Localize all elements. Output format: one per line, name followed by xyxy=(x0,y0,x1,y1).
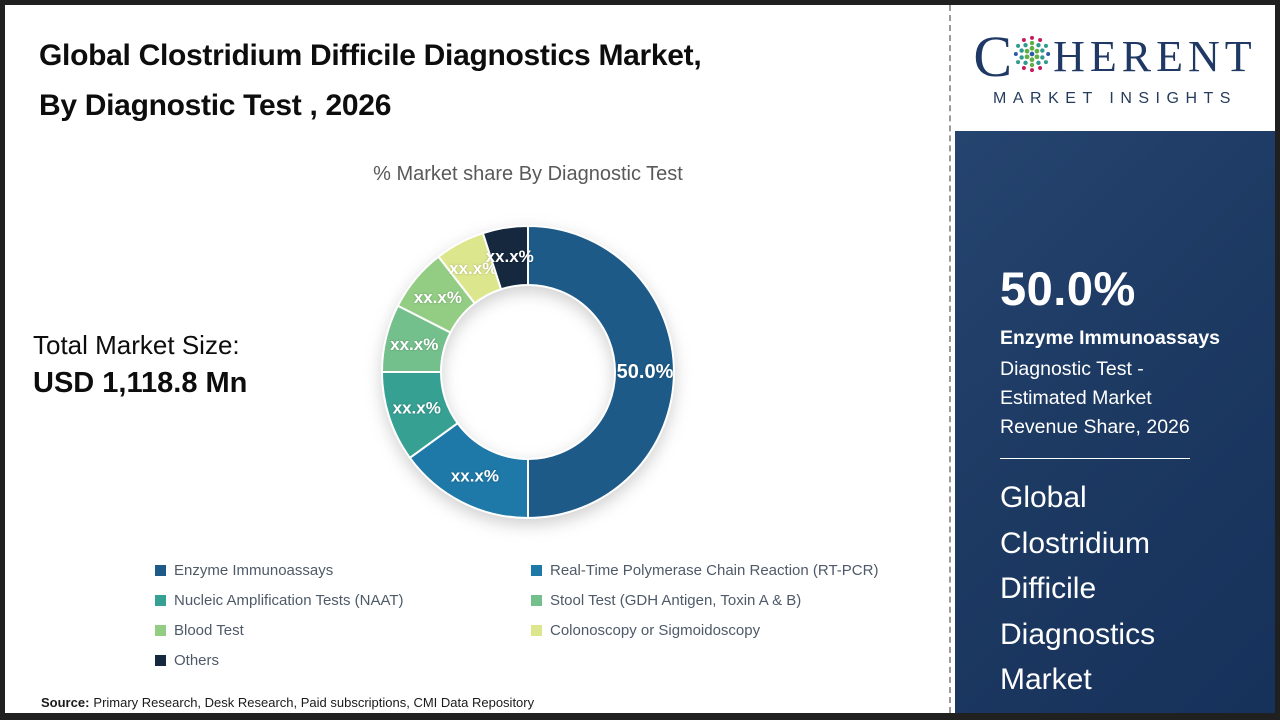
total-market-size-value: USD 1,118.8 Mn xyxy=(33,367,248,399)
legend-item-rt-pcr: Real-Time Polymerase Chain Reaction (RT-… xyxy=(531,555,878,585)
highlight-category: Enzyme Immunoassays xyxy=(1000,327,1221,349)
legend-label: Real-Time Polymerase Chain Reaction (RT-… xyxy=(550,561,879,579)
highlight-description: Diagnostic Test - Estimated Market Reven… xyxy=(1000,358,1190,438)
brand-logo-rest: HERENT xyxy=(1053,32,1257,81)
donut-slice-label-0: 50.0% xyxy=(617,361,674,383)
chart-subtitle: % Market share By Diagnostic Test xyxy=(373,163,683,185)
legend-label: Nucleic Amplification Tests (NAAT) xyxy=(174,591,404,609)
legend-marker-icon xyxy=(531,624,542,636)
legend-marker-icon xyxy=(155,624,166,636)
donut-chart: 50.0% xx.x% xx.x% xx.x% xx.x% xx.x% xx.x% xyxy=(378,222,678,522)
dashed-separator xyxy=(949,5,951,713)
brand-logo-wordmark: C HERENT xyxy=(973,28,1256,86)
donut-slice-6 xyxy=(481,224,529,291)
legend-marker-icon xyxy=(155,594,166,606)
legend-label: Colonoscopy or Sigmoidoscopy xyxy=(550,621,761,639)
sidebar-market-name: Global Clostridium Difficile Diagnostics… xyxy=(1000,481,1156,696)
legend-marker-icon xyxy=(531,564,542,576)
legend-item-blood-test: Blood Test xyxy=(155,615,404,645)
sidebar: C HERENT xyxy=(955,5,1275,713)
sidebar-navy-panel: 50.0% Enzyme Immunoassays Diagnostic Tes… xyxy=(955,131,1275,713)
legend-marker-icon xyxy=(531,594,542,606)
legend-item-naat: Nucleic Amplification Tests (NAAT) xyxy=(155,585,404,615)
legend-item-stool-test: Stool Test (GDH Antigen, Toxin A & B) xyxy=(531,585,878,615)
source-text: Primary Research, Desk Research, Paid su… xyxy=(93,695,535,710)
source-label: Source: xyxy=(41,695,90,710)
sidebar-divider xyxy=(1000,458,1190,459)
dot-globe-icon xyxy=(1013,35,1051,73)
donut-slice-label-1: xx.x% xyxy=(451,467,499,486)
legend-label: Blood Test xyxy=(174,621,244,639)
page-title: Global Clostridium Difficile Diagnostics… xyxy=(39,39,702,122)
donut-slice-label-3: xx.x% xyxy=(390,335,438,354)
donut-chart-svg: 50.0%xx.x%xx.x%xx.x%xx.x%xx.x%xx.x% xyxy=(380,224,675,520)
legend-marker-icon xyxy=(155,654,166,666)
legend-label: Stool Test (GDH Antigen, Toxin A & B) xyxy=(550,591,802,609)
brand-logo-tagline: MARKET INSIGHTS xyxy=(993,90,1237,107)
legend-column-right: Real-Time Polymerase Chain Reaction (RT-… xyxy=(531,555,878,645)
brand-logo-letter-c: C xyxy=(973,24,1013,89)
legend-column-left: Enzyme Immunoassays Nucleic Amplificatio… xyxy=(155,555,404,675)
donut-slice-label-5: xx.x% xyxy=(449,259,497,278)
donut-slice-label-2: xx.x% xyxy=(393,399,441,418)
highlight-value: 50.0% xyxy=(1000,262,1136,315)
legend-label: Others xyxy=(174,651,220,669)
legend-item-colonoscopy: Colonoscopy or Sigmoidoscopy xyxy=(531,615,878,645)
legend-item-others: Others xyxy=(155,645,404,675)
donut-slice-label-4: xx.x% xyxy=(414,288,462,307)
source-line: Source: Primary Research, Desk Research, … xyxy=(41,695,534,710)
brand-logo: C HERENT xyxy=(955,5,1275,131)
donut-slice-0 xyxy=(527,224,675,520)
total-market-size-block: Total Market Size: USD 1,118.8 Mn xyxy=(33,327,247,402)
total-market-size-label: Total Market Size: xyxy=(33,330,240,360)
legend-marker-icon xyxy=(155,564,166,576)
donut-slice-label-6: xx.x% xyxy=(486,247,534,266)
legend-item-enzyme-immunoassays: Enzyme Immunoassays xyxy=(155,555,404,585)
legend-label: Enzyme Immunoassays xyxy=(174,561,334,579)
